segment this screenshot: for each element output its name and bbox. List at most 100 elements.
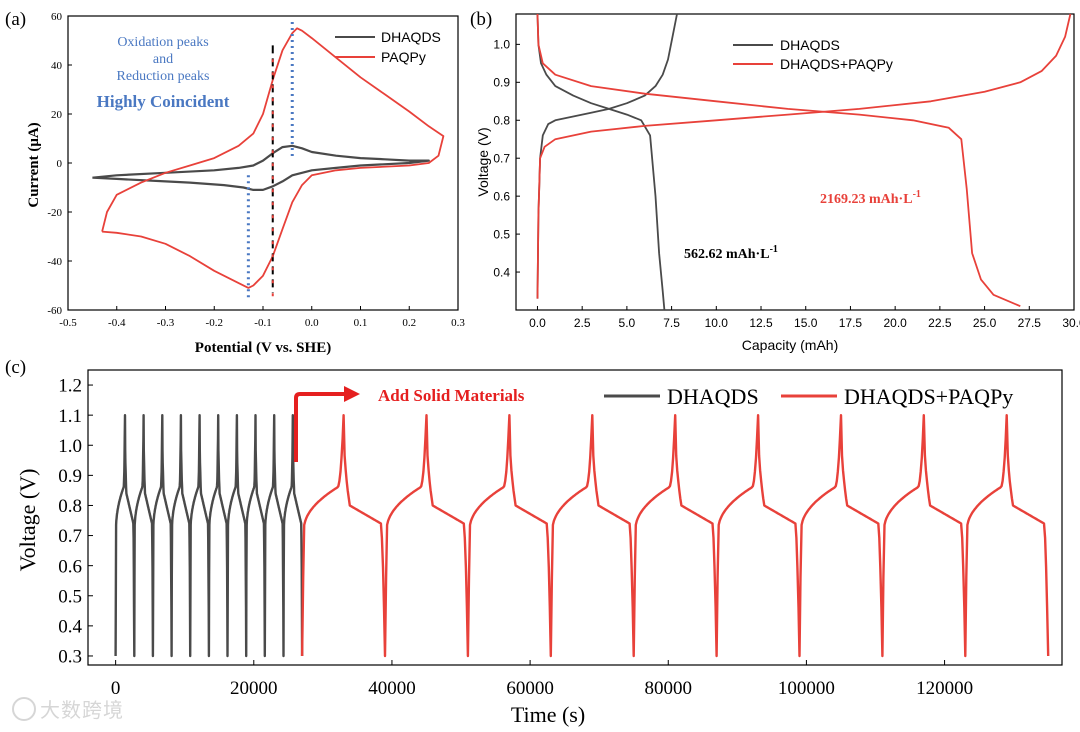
panel-c-series-dhaqds xyxy=(114,414,304,658)
panel-a-ytick-label: -20 xyxy=(47,207,62,219)
panel-b-xtick-label: 17.5 xyxy=(839,316,863,330)
panel-b-ytick-label: 0.8 xyxy=(493,113,510,127)
panel-b-ylabel: Voltage (V) xyxy=(475,127,491,196)
panel-c-ytick-label: 0.6 xyxy=(58,556,82,577)
panel-a-xtick-label: 0.0 xyxy=(305,317,319,329)
panel-b-xtick-label: 27.5 xyxy=(1018,316,1042,330)
panel-b-annotation-paqpy: 2169.23 mAh·L-1 xyxy=(820,189,921,207)
panel-c-xtick-label: 20000 xyxy=(230,678,278,699)
panel-b-ytick-label: 0.4 xyxy=(493,265,510,279)
panel-b-frame xyxy=(515,13,1075,311)
panel-a-xtick-label: 0.3 xyxy=(451,317,465,329)
panel-b-xtick-label: 5.0 xyxy=(619,316,636,330)
panel-c-xtick-label: 80000 xyxy=(645,678,693,699)
panel-a-xtick-label: -0.5 xyxy=(59,317,77,329)
panel-b-series-dhaqds-charge xyxy=(536,13,678,299)
panel-c-ticks: 0 20000 40000 60000 80000 100000 120000 0.3 0.4 0… xyxy=(58,376,973,699)
panel-b-plot xyxy=(536,13,1072,311)
panel-c-legend-dhaqds: DHAQDS xyxy=(667,384,759,409)
panel-c-ytick-label: 0.5 xyxy=(58,586,82,607)
panel-a-annotation-3: Reduction peaks xyxy=(117,69,210,84)
panel-a-annotation-2: and xyxy=(153,52,173,67)
panel-b-xtick-label: 22.5 xyxy=(928,316,952,330)
panel-a: (a) -0.5 -0.4 -0.3 -0.2 -0.1 0.0 0.1 0.2 0.3-60-… xyxy=(5,9,465,356)
panel-b-ytick-label: 0.9 xyxy=(493,76,510,90)
panel-b-xtick-label: 12.5 xyxy=(749,316,773,330)
panel-a-xtick-label: -0.2 xyxy=(206,317,223,329)
watermark: 大数跨境 xyxy=(12,694,124,723)
panel-b: (b) 0.0 2.5 5.0 7.5 10.0 12.5 15.0 17.5 20.0 22.5… xyxy=(470,9,1080,353)
panel-a-annotation-1: Oxidation peaks xyxy=(117,35,208,50)
panel-a-xtick-label: -0.3 xyxy=(157,317,175,329)
watermark-logo-icon xyxy=(12,697,36,721)
panel-b-ytick-label: 0.6 xyxy=(493,189,510,203)
panel-a-xlabel: Potential (V vs. SHE) xyxy=(195,340,331,356)
panel-a-ticks: -0.5 -0.4 -0.3 -0.2 -0.1 0.0 0.1 0.2 0.3 -60 -40 -2… xyxy=(47,11,465,329)
panel-c-label: (c) xyxy=(5,357,26,378)
panel-c-xtick-label: 0 xyxy=(111,678,121,699)
panel-c-ytick-label: 1.0 xyxy=(58,436,82,457)
panel-b-xtick-label: 2.5 xyxy=(574,316,591,330)
panel-a-ytick-label: 20 xyxy=(51,109,63,121)
panel-c-xtick-label: 40000 xyxy=(368,678,416,699)
panel-a-ytick-label: -60 xyxy=(47,305,62,317)
panel-c-xlabel: Time (s) xyxy=(511,702,585,727)
panel-a-annotation-bold: Highly Coincident xyxy=(97,92,230,111)
panel-b-series-dhaqds-paqpy-discharge xyxy=(536,13,1021,308)
panel-a-xtick-label: -0.1 xyxy=(254,317,271,329)
panel-c: (c) 0 20000 40000 60000 80000 100000 120000 0.3… xyxy=(5,357,1063,727)
watermark-text: 大数跨境 xyxy=(40,698,124,722)
panel-a-plot xyxy=(92,22,445,301)
panel-a-ytick-label: -40 xyxy=(47,256,62,268)
panel-c-arrow-label: Add Solid Materials xyxy=(378,386,525,405)
panel-b-series-dhaqds-paqpy-charge xyxy=(536,13,1072,299)
panel-b-xtick-label: 20.0 xyxy=(883,316,907,330)
panel-a-legend-dhaqds: DHAQDS xyxy=(381,29,441,45)
panel-a-label: (a) xyxy=(5,9,26,30)
panel-b-label: (b) xyxy=(470,9,492,30)
panel-c-ytick-label: 0.7 xyxy=(58,526,82,547)
panel-a-xtick-label: -0.4 xyxy=(108,317,126,329)
panel-c-ytick-label: 1.2 xyxy=(58,376,82,397)
panel-a-xtick-label: 0.2 xyxy=(402,317,416,329)
panel-b-xtick-label: 25.0 xyxy=(973,316,997,330)
panel-b-xtick-label: 10.0 xyxy=(705,316,729,330)
panel-c-series-dhaqds-paqpy xyxy=(300,414,1050,658)
panel-a-legend-paqpy: PAQPy xyxy=(381,49,426,65)
panel-b-xtick-label: 30.0 xyxy=(1062,316,1080,330)
panel-a-xtick-label: 0.1 xyxy=(354,317,368,329)
panel-c-plot xyxy=(114,414,1050,658)
panel-c-xtick-label: 100000 xyxy=(778,678,835,699)
panel-a-series-dhaqds xyxy=(92,144,430,191)
panel-b-xtick-label: 15.0 xyxy=(794,316,818,330)
panel-a-ylabel: Current (μA) xyxy=(26,122,42,207)
panel-b-xlabel: Capacity (mAh) xyxy=(742,337,838,353)
panel-c-xtick-label: 60000 xyxy=(506,678,554,699)
panel-a-series-paqpy xyxy=(101,27,445,289)
panel-a-ytick-label: 40 xyxy=(51,60,63,72)
panel-b-legend-dhaqds: DHAQDS xyxy=(780,37,840,53)
panel-c-ytick-label: 0.8 xyxy=(58,496,82,517)
panel-c-arrow-head xyxy=(344,386,360,402)
panel-c-legend-paqpy: DHAQDS+PAQPy xyxy=(844,384,1013,409)
panel-b-annotation-dhaqds: 562.62 mAh·L-1 xyxy=(684,244,778,262)
panel-c-ytick-label: 0.4 xyxy=(58,617,82,638)
panel-b-ytick-label: 0.5 xyxy=(493,227,510,241)
panel-c-ylabel: Voltage (V) xyxy=(15,469,40,572)
panel-c-frame xyxy=(87,369,1063,666)
panel-c-ytick-label: 1.1 xyxy=(58,406,82,427)
panel-b-ytick-label: 0.7 xyxy=(493,151,510,165)
panel-a-ytick-label: 60 xyxy=(51,11,63,23)
panel-a-ytick-label: 0 xyxy=(57,158,63,170)
panel-c-ytick-label: 0.3 xyxy=(58,647,82,668)
panel-c-arrow-line xyxy=(294,392,346,462)
panel-c-ytick-label: 0.9 xyxy=(58,466,82,487)
panel-c-xtick-label: 120000 xyxy=(916,678,973,699)
panel-b-ticks: 0.0 2.5 5.0 7.5 10.0 12.5 15.0 17.5 20.0 22.5 25.0… xyxy=(493,38,1080,330)
panel-b-xtick-label: 7.5 xyxy=(663,316,680,330)
panel-b-series-dhaqds-discharge xyxy=(536,13,666,311)
panel-b-ytick-label: 1.0 xyxy=(493,38,510,52)
panel-b-xtick-label: 0.0 xyxy=(529,316,546,330)
panel-b-legend-paqpy: DHAQDS+PAQPy xyxy=(780,56,893,72)
